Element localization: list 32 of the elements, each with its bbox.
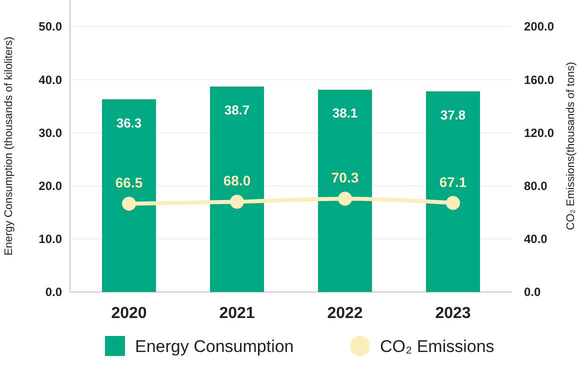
x-tick-label: 2022 <box>327 305 363 322</box>
y2-tick-label: 0.0 <box>524 285 542 300</box>
y2-tick-label: 200.0 <box>524 20 554 34</box>
bar <box>102 99 156 292</box>
bar <box>210 86 264 292</box>
y-axis-title: Energy Consumption (thousands of kiloliters) <box>3 36 15 256</box>
y2-tick-label: 80.0 <box>524 179 548 194</box>
y-tick-label: 0.0 <box>45 285 62 300</box>
data-label: 67.1 <box>439 174 467 190</box>
y-tick-label: 10.0 <box>38 232 62 246</box>
y2-tick-label: 160.0 <box>524 72 554 87</box>
y2-tick-label: 40.0 <box>524 232 548 246</box>
x-tick-label: 2021 <box>219 305 255 322</box>
data-label: 70.3 <box>331 170 359 186</box>
bar <box>318 90 372 292</box>
bar <box>426 91 480 292</box>
y2-tick-label: 120.0 <box>524 126 554 140</box>
data-label: 38.1 <box>332 106 358 121</box>
data-label: 68.0 <box>223 172 251 189</box>
y-tick-label: 40.0 <box>38 72 62 87</box>
y2-axis-title: CO₂ Emissions(thousands of tons) <box>565 62 577 230</box>
x-tick-label: 2023 <box>435 305 471 322</box>
data-label: 66.5 <box>115 174 143 191</box>
y-tick-label: 50.0 <box>38 20 62 34</box>
y-tick-label: 20.0 <box>38 179 62 194</box>
x-tick-label: 2020 <box>111 305 147 322</box>
legend-label: CO₂ Emissions <box>380 336 494 356</box>
data-label: 37.8 <box>440 107 466 122</box>
data-label: 36.3 <box>116 115 142 130</box>
data-label: 38.7 <box>224 102 250 118</box>
legend-label: Energy Consumption <box>135 336 294 356</box>
y-tick-label: 30.0 <box>38 126 62 140</box>
